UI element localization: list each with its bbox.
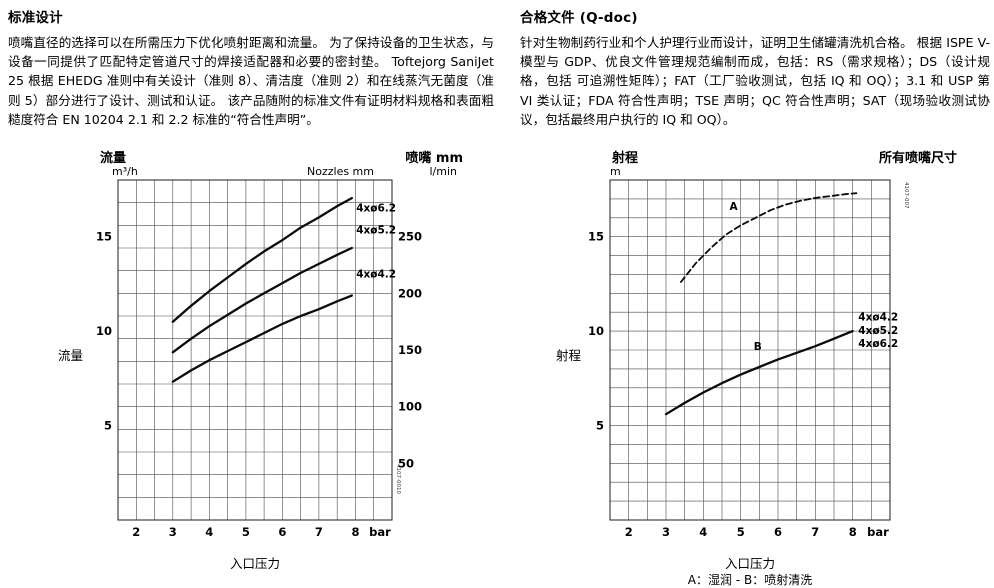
svg-text:5: 5 — [596, 419, 604, 433]
svg-text:4xø4.2: 4xø4.2 — [858, 312, 898, 324]
flow-x-axis-title: 入口压力 — [229, 556, 280, 571]
svg-text:7: 7 — [811, 525, 819, 539]
flow-left-unit: m³/h — [112, 165, 138, 178]
svg-text:15: 15 — [588, 230, 604, 244]
svg-text:4xø6.2: 4xø6.2 — [858, 338, 898, 350]
flow-y-axis-title: 流量 — [58, 348, 84, 363]
svg-text:5: 5 — [242, 525, 250, 539]
section-body-standard-design: 喷嘴直径的选择可以在所需压力下优化喷射距离和流量。 为了保持设备的卫生状态，与设… — [8, 35, 494, 127]
throw-y-axis-title: 射程 — [556, 348, 582, 363]
svg-text:3: 3 — [169, 525, 177, 539]
svg-text:2: 2 — [625, 525, 633, 539]
svg-text:8: 8 — [351, 525, 359, 539]
svg-text:100: 100 — [398, 400, 422, 414]
throw-length-chart: 2 3 4 5 6 7 8 bar 15 10 5 A B 4xø4.2 4xø5.2 4xø6.2 4107-… — [520, 146, 994, 587]
svg-text:7: 7 — [315, 525, 323, 539]
flow-right-unit: l/min — [429, 165, 457, 178]
svg-text:3: 3 — [662, 525, 670, 539]
svg-text:6: 6 — [278, 525, 286, 539]
section-body-qdoc: 针对生物制药行业和个人护理行业而设计，证明卫生储罐清洗机合格。 根据 ISPE … — [520, 35, 990, 127]
section-qdoc: 合格文件 (Q-doc) 针对生物制药行业和个人护理行业而设计，证明卫生储罐清洗… — [520, 6, 990, 129]
svg-text:4: 4 — [699, 525, 707, 539]
section-title-standard-design: 标准设计 — [8, 10, 63, 26]
svg-text:10: 10 — [96, 324, 112, 338]
svg-text:50: 50 — [398, 456, 414, 470]
nozzles-mm-label: Nozzles mm — [307, 165, 374, 178]
svg-text:4xø4.2: 4xø4.2 — [356, 269, 396, 281]
wetting-jet-cleaning-note: A：湿润 - B：喷射清洗 — [687, 573, 813, 587]
svg-text:4107-007: 4107-007 — [903, 182, 909, 209]
svg-text:5: 5 — [737, 525, 745, 539]
all-nozzle-sizes-label: 所有喷嘴尺寸 — [878, 151, 957, 166]
svg-text:8: 8 — [849, 525, 857, 539]
throw-chart-title: 射程 — [612, 151, 639, 166]
svg-text:10: 10 — [588, 324, 604, 338]
svg-text:bar: bar — [369, 525, 391, 539]
svg-text:15: 15 — [96, 230, 112, 244]
flow-chart-title: 流量 — [100, 151, 127, 166]
svg-text:4xø6.2: 4xø6.2 — [356, 203, 396, 215]
flow-rate-plot: 2 3 4 5 6 7 8 bar 15 10 5 250 200 150 100 50 4xø6.2 4xø5.… — [96, 179, 422, 539]
svg-text:5: 5 — [104, 419, 112, 433]
svg-text:B: B — [754, 341, 762, 353]
svg-text:4xø5.2: 4xø5.2 — [356, 224, 396, 236]
svg-text:150: 150 — [398, 343, 422, 357]
throw-x-axis-title: 入口压力 — [724, 556, 775, 571]
svg-text:bar: bar — [867, 525, 889, 539]
svg-text:4107-0010: 4107-0010 — [395, 464, 401, 494]
throw-left-unit: m — [610, 165, 621, 178]
flow-rate-chart: 2 3 4 5 6 7 8 bar 15 10 5 250 200 150 100 50 4xø6.2 4xø5.… — [20, 146, 490, 586]
svg-text:250: 250 — [398, 230, 422, 244]
section-title-qdoc: 合格文件 (Q-doc) — [520, 10, 638, 26]
svg-text:4xø5.2: 4xø5.2 — [858, 325, 898, 337]
nozzle-mm-label: 喷嘴 mm — [405, 151, 463, 166]
svg-text:6: 6 — [774, 525, 782, 539]
svg-text:200: 200 — [398, 286, 422, 300]
section-standard-design: 标准设计 喷嘴直径的选择可以在所需压力下优化喷射距离和流量。 为了保持设备的卫生… — [8, 6, 494, 129]
svg-text:4: 4 — [205, 525, 213, 539]
svg-text:A: A — [730, 201, 739, 213]
svg-text:2: 2 — [132, 525, 140, 539]
